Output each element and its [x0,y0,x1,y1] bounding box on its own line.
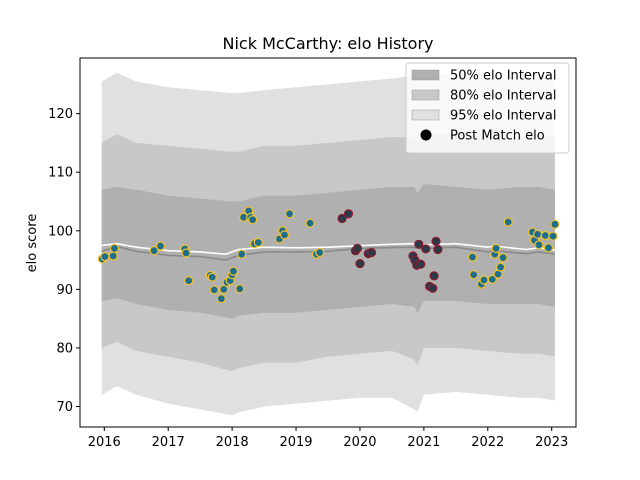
legend: 50% elo Interval 80% elo Interval 95% elo … [405,62,570,154]
data-point [433,244,443,255]
data-point [237,249,247,259]
data-point [100,252,110,262]
x-tick-label: 2023 [535,435,568,450]
data-point [366,247,377,258]
legend-label: Post Match elo [450,129,545,144]
x-tick-label: 2019 [279,435,312,450]
x-tick-label: 2018 [216,435,249,450]
data-point [414,239,424,249]
data-point [207,272,217,282]
data-point [108,251,118,261]
legend-swatch [411,109,440,121]
x-tick-label: 2022 [471,435,504,450]
data-point [431,236,441,246]
data-point [109,243,120,253]
data-point [184,276,194,286]
data-point [540,230,550,241]
data-point [209,285,219,295]
data-point [428,283,438,293]
x-tick-label: 2016 [88,435,121,450]
plot-area [97,72,560,416]
y-axis: 70 80 90 100 110 120 [48,107,80,415]
legend-label: 95% elo Interval [450,109,557,124]
x-tick-label: 2017 [152,435,185,450]
data-point [285,209,295,219]
data-point [355,259,365,269]
y-tick-label: 100 [48,224,73,239]
data-point [421,244,431,254]
chart-title: Nick McCarthy: elo History [223,34,434,53]
y-tick-label: 120 [48,107,73,122]
data-point [149,246,159,256]
data-point [216,294,226,304]
x-tick-label: 2021 [407,435,440,450]
data-point [467,252,478,262]
y-tick-label: 90 [56,283,73,298]
data-point [479,275,489,285]
data-point [352,243,362,253]
data-point [534,240,544,250]
data-point [469,270,479,280]
y-axis-label: elo score [25,214,40,273]
y-tick-label: 80 [56,341,73,356]
legend-label: 50% elo Interval [450,69,557,84]
data-point [305,218,315,228]
data-point [503,217,513,227]
data-point [315,247,325,258]
legend-label: 80% elo Interval [450,89,557,104]
legend-swatch [411,69,440,81]
x-tick-label: 2020 [343,435,376,450]
data-point [532,229,543,239]
y-tick-label: 110 [48,166,73,181]
legend-swatch [411,89,440,101]
axes-frame [79,57,577,428]
data-point [279,230,290,240]
legend-box [405,62,570,154]
data-point [496,262,506,272]
data-point [235,284,245,294]
data-point [253,237,263,248]
data-point [343,209,354,219]
y-tick-label: 70 [56,400,73,415]
data-point [548,231,558,241]
data-point [491,243,501,253]
data-point [429,271,439,281]
data-point [550,219,560,229]
data-point [543,243,554,253]
data-point [498,253,508,263]
data-point [181,248,191,258]
data-point [337,213,347,224]
data-point [248,215,258,225]
data-point [228,266,238,276]
legend-marker [420,129,432,141]
x-axis: 2016 2017 2018 2019 2020 2021 2022 2023 [88,427,568,450]
data-point [155,241,166,251]
data-point [416,259,426,269]
data-point [487,274,497,284]
